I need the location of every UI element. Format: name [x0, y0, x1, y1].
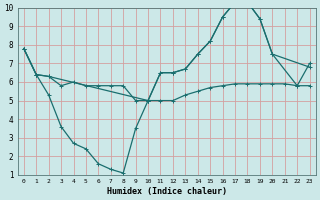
- X-axis label: Humidex (Indice chaleur): Humidex (Indice chaleur): [107, 187, 227, 196]
